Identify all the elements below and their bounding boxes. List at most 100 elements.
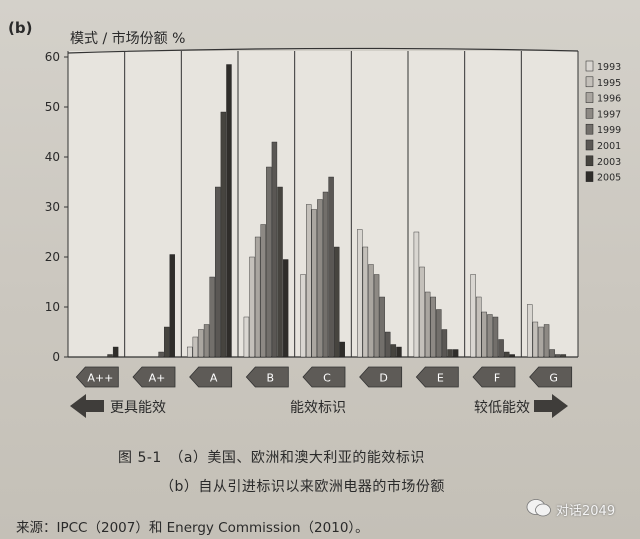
- bar-A+-2003: [163, 326, 170, 358]
- bar-E-1993: [413, 231, 420, 358]
- tag-label-B: B: [267, 372, 275, 385]
- tag-label-E: E: [437, 372, 444, 385]
- bar-G-2001: [555, 354, 561, 358]
- bar-D-1995: [362, 246, 369, 358]
- bar-B-2003: [277, 186, 283, 358]
- tag-label-D: D: [379, 372, 387, 385]
- bar-B-1995: [249, 256, 255, 358]
- tag-shape-A: [189, 366, 233, 388]
- tag-shape-A++: [75, 366, 119, 388]
- bar-G-2003: [560, 354, 567, 358]
- bar-B-2005: [282, 259, 289, 358]
- bar-F-2005: [509, 354, 515, 358]
- bar-B-1997: [260, 224, 266, 358]
- tag-shape-E: [415, 366, 459, 388]
- bar-B-1996: [254, 236, 261, 358]
- y-tick-label: 60: [45, 50, 60, 64]
- tag-label-A: A: [210, 372, 218, 385]
- bar-B-2001: [271, 141, 278, 358]
- tag-label-F: F: [494, 372, 500, 385]
- y-tick-label: 40: [45, 150, 60, 164]
- legend-swatch-1993: [585, 60, 594, 72]
- y-tick-label: 20: [45, 250, 60, 264]
- bar-F-1995: [476, 296, 482, 358]
- bar-A++-2005: [112, 346, 119, 358]
- bar-A-2003: [220, 111, 227, 358]
- y-tick-label: 50: [45, 100, 60, 114]
- bar-A-1993: [187, 346, 193, 358]
- legend-label-1996: 1996: [597, 94, 621, 105]
- market-share-chart: 0 10 20 30 40 50 60 1993 1995 1996 1997 1999 2001 20…: [45, 47, 621, 418]
- bar-C-2001: [328, 176, 334, 358]
- bar-F-1993: [470, 274, 476, 358]
- bar-C-1995: [306, 204, 312, 358]
- y-tick-label: 0: [52, 350, 60, 364]
- tag-label-A++: A++: [87, 372, 113, 385]
- legend-swatch-2001: [585, 139, 594, 151]
- tag-shape-G: [529, 366, 573, 388]
- legend-swatch-1997: [585, 108, 594, 119]
- bar-D-2005: [396, 346, 402, 358]
- tag-shape-D: [359, 366, 403, 388]
- bar-F-1999: [492, 316, 499, 358]
- bar-D-1999: [379, 296, 385, 358]
- bar-E-1997: [430, 296, 436, 358]
- legend-swatch-1996: [585, 92, 594, 103]
- bar-A+-2005: [169, 254, 176, 358]
- bar-C-1997: [317, 199, 323, 358]
- bar-D-2003: [390, 344, 397, 358]
- bar-E-2001: [441, 329, 448, 358]
- bar-A-1999: [209, 276, 215, 358]
- bar-C-2003: [334, 246, 340, 358]
- right-arrow-icon: [534, 394, 568, 418]
- legend-label-1997: 1997: [597, 109, 621, 120]
- bar-E-2005: [452, 349, 459, 358]
- tag-shape-F: [472, 366, 516, 388]
- bar-A-1996: [198, 329, 204, 358]
- bar-D-1993: [357, 229, 363, 358]
- legend-label-2003: 2003: [597, 157, 621, 168]
- tag-label-G: G: [549, 372, 558, 385]
- bar-A-1997: [203, 324, 210, 358]
- legend-label-2001: 2001: [597, 141, 621, 152]
- bar-G-1997: [543, 324, 550, 358]
- bar-C-1993: [300, 274, 306, 358]
- panel-label: (b): [8, 19, 33, 37]
- source-note: 来源：IPCC（2007）和 Energy Commission（2010）。: [16, 520, 369, 536]
- bar-F-1997: [487, 314, 493, 358]
- bar-A++-2003: [107, 354, 113, 358]
- watermark-text: 对话2049: [556, 504, 616, 519]
- annotation-more-efficient: 更具能效: [110, 400, 166, 416]
- bar-D-1996: [368, 264, 374, 358]
- tag-shape-B: [245, 366, 289, 388]
- bar-F-1996: [481, 311, 487, 358]
- tag-label-A+: A+: [149, 372, 166, 385]
- annotation-less-efficient: 较低能效: [474, 400, 530, 416]
- tag-shape-A+: [132, 366, 176, 388]
- bar-G-1999: [549, 349, 555, 358]
- legend-label-2005: 2005: [597, 173, 621, 184]
- legend-label-1999: 1999: [597, 125, 621, 136]
- y-tick-label: 10: [45, 300, 60, 314]
- annotation-energy-label: 能效标识: [290, 400, 346, 416]
- legend-label-1995: 1995: [597, 78, 621, 89]
- bar-A+-2001: [158, 351, 164, 358]
- bar-D-1997: [373, 274, 380, 358]
- figure-subcaption: （b）自从引进标识以来欧洲电器的市场份额: [160, 479, 445, 495]
- bar-C-1996: [311, 209, 317, 358]
- bar-F-2003: [504, 351, 510, 358]
- figure-caption: 图 5-1 （a）美国、欧洲和澳大利亚的能效标识: [118, 450, 425, 466]
- bar-A-2001: [215, 186, 221, 358]
- bar-G-1996: [538, 326, 544, 358]
- bar-E-1996: [424, 291, 431, 358]
- tag-shape-C: [302, 366, 346, 388]
- bar-G-1995: [532, 321, 539, 358]
- wechat-icon: [526, 499, 551, 517]
- bar-B-1993: [243, 316, 250, 358]
- bar-E-1999: [436, 309, 442, 358]
- left-arrow-icon: [70, 394, 104, 418]
- tag-label-C: C: [323, 372, 331, 385]
- bar-C-2005: [339, 341, 345, 358]
- plot-top-edge: [67, 47, 579, 54]
